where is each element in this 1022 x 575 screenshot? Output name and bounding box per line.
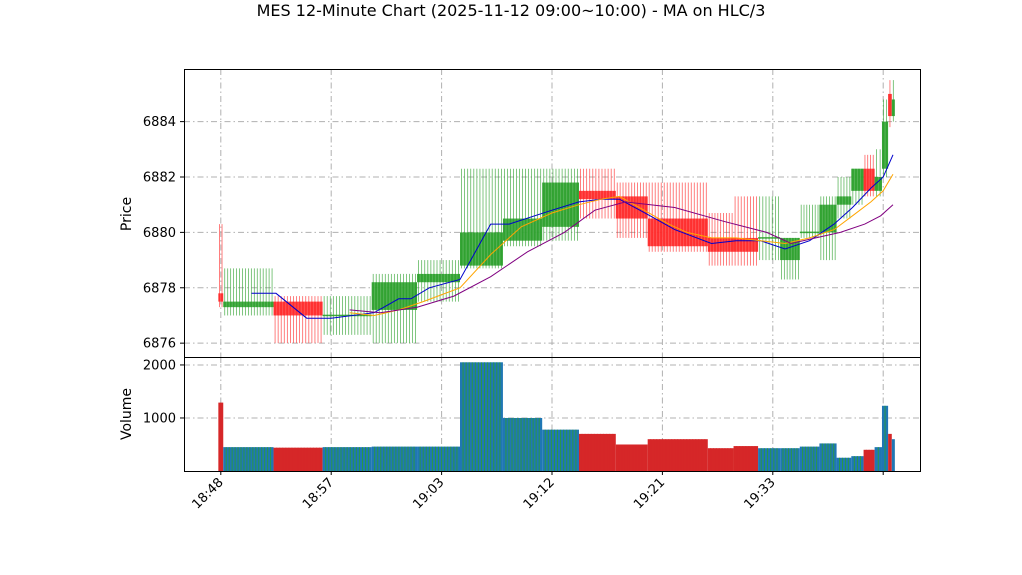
volume-bar [888, 433, 892, 471]
volume-axis-label: Volume [119, 388, 135, 440]
volume-bar [799, 446, 820, 471]
x-axis-ticks: 18:48 18:57 19:03 19:12 19:21 19:33 [190, 471, 884, 512]
candle-body [322, 314, 372, 317]
price-tick-label: 6882 [143, 171, 176, 186]
candle-body [758, 237, 781, 239]
candle-body [578, 190, 616, 200]
candle-body [223, 301, 274, 308]
price-tick-label: 6878 [143, 281, 176, 296]
x-tick-label: 19:03 [410, 475, 447, 512]
candle-body [218, 293, 224, 302]
chart-title: MES 12-Minute Chart (2025-11-12 09:00~10… [256, 1, 766, 20]
price-tick-label: 6880 [143, 226, 176, 241]
x-tick-label: 19:21 [631, 475, 668, 512]
candle-body [799, 231, 820, 234]
candle-body [836, 196, 852, 205]
moving-average-lines [251, 154, 894, 319]
volume-bar [615, 444, 648, 471]
price-axis-ticks: 6876 6878 6880 6882 6884 [143, 115, 184, 352]
volume-bar [891, 439, 895, 471]
x-tick-label: 18:48 [190, 475, 227, 512]
candle-body [273, 301, 323, 316]
moving-average-ma_slow [349, 201, 894, 314]
x-tick-label: 18:57 [300, 475, 337, 512]
candle-body [891, 99, 895, 117]
x-tick-label: 19:12 [521, 475, 558, 512]
candle-body [874, 177, 882, 191]
volume-bar [502, 417, 543, 471]
candle-body [460, 232, 503, 266]
volume-bar [371, 446, 418, 471]
volume-bar [223, 447, 274, 471]
candle-body [647, 218, 708, 247]
volume-axis-ticks: 1000 2000 [143, 358, 184, 426]
candle-body [542, 182, 579, 227]
price-gridlines [184, 69, 920, 357]
candle-body [863, 168, 875, 191]
moving-average-ma_fast [251, 154, 894, 319]
candle-body [888, 93, 892, 117]
candle-body [851, 168, 864, 191]
x-tick-label: 19:33 [742, 475, 779, 512]
price-tick-label: 6884 [143, 115, 176, 130]
price-tick-label: 6876 [143, 337, 176, 352]
volume-bar [836, 457, 852, 471]
volume-bar [707, 448, 734, 471]
price-axis-label: Price [119, 197, 135, 231]
volume-tick-label: 1000 [143, 411, 176, 426]
volume-tick-label: 2000 [143, 358, 176, 373]
volume-bar [780, 448, 800, 471]
candle-body [707, 237, 734, 252]
candle-body [733, 237, 759, 252]
candle-body [371, 282, 418, 310]
candle-body [417, 273, 460, 283]
candle-body [881, 121, 889, 169]
volume-bars [218, 362, 895, 471]
volume-bar [758, 448, 781, 471]
moving-average-ma_mid [349, 173, 894, 317]
